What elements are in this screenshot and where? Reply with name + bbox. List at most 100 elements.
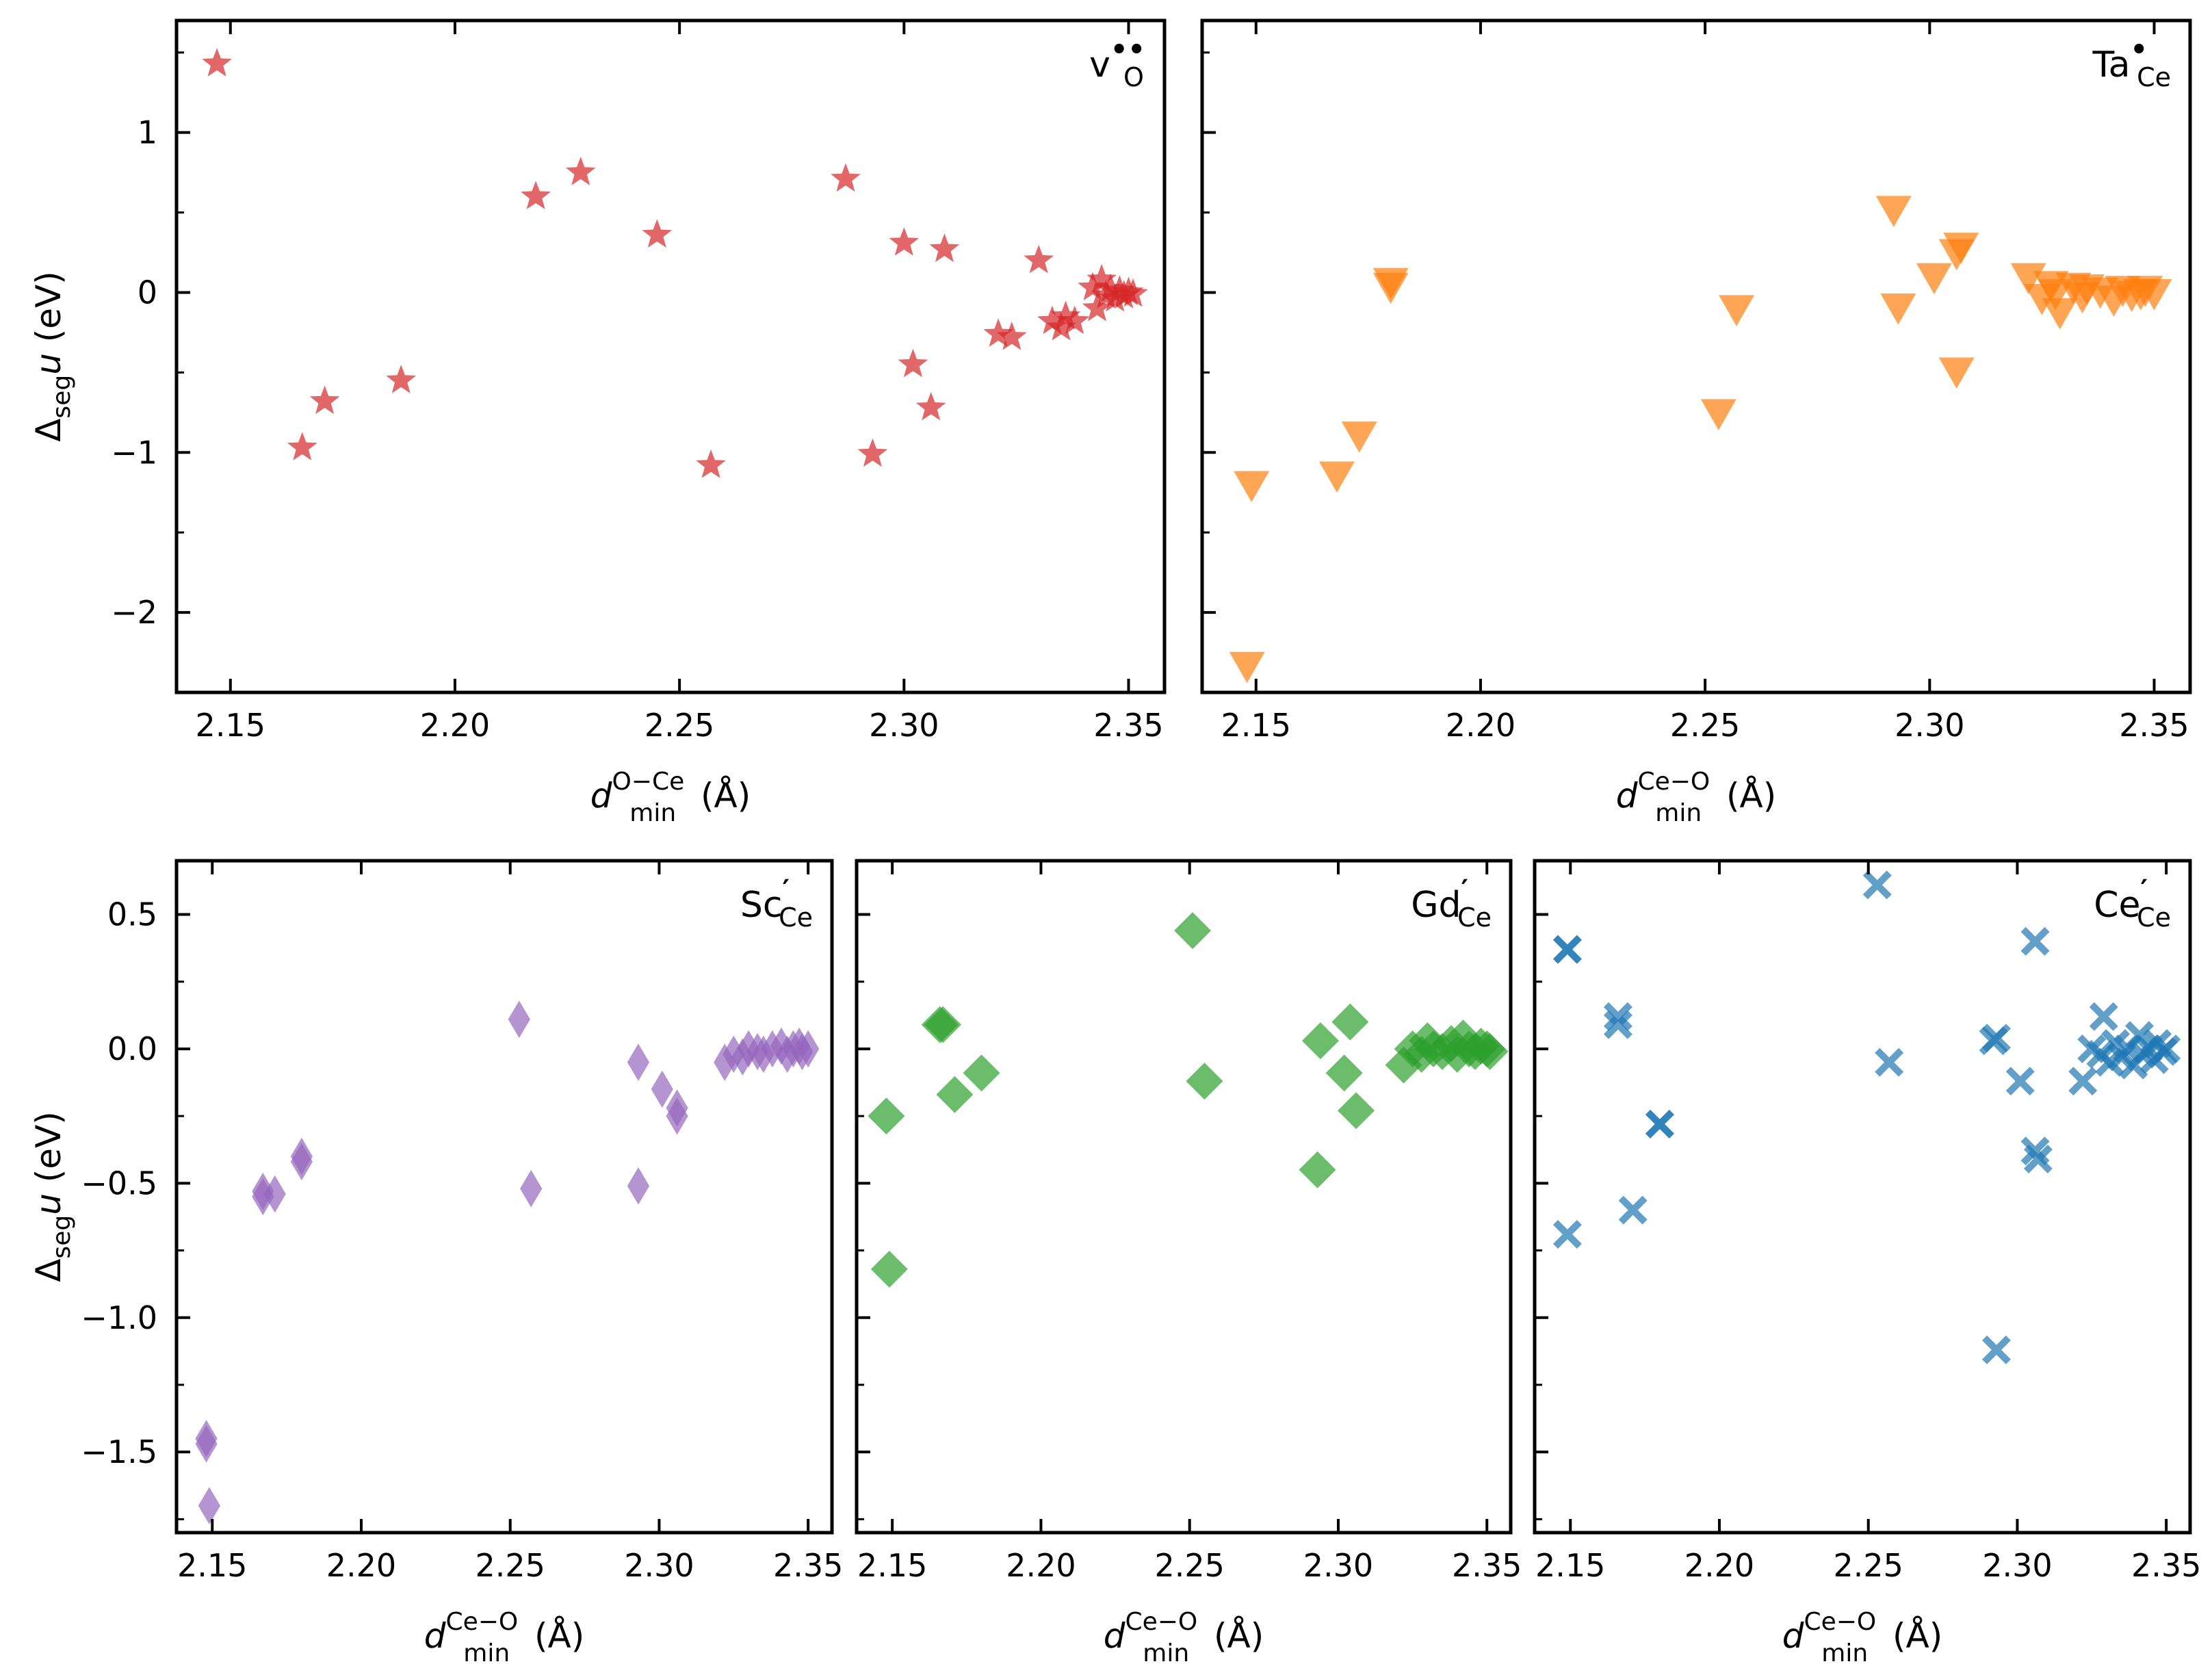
data-point xyxy=(565,157,596,185)
x-label-unit: (Å) xyxy=(1715,776,1776,816)
x-tick-label: 2.20 xyxy=(420,707,490,744)
data-point xyxy=(1603,1002,1632,1031)
y-axis: −2 −1 0 1 xyxy=(111,51,190,694)
y-axis-label: Δsegu (eV) xyxy=(29,271,76,442)
panel-tag: Gd′ Ce xyxy=(1411,874,1492,933)
x-axis: 2.15 2.20 2.25 2.30 2.35 xyxy=(1535,861,2201,1584)
panel-tag-base: Sc xyxy=(740,885,783,926)
data-point xyxy=(1862,870,1892,900)
data-point xyxy=(752,1035,775,1074)
data-point xyxy=(290,1143,313,1181)
data-point xyxy=(1301,1022,1339,1060)
data-points xyxy=(202,48,1148,478)
data-point xyxy=(997,321,1027,350)
y-label-pre: Δ xyxy=(29,419,68,442)
x-label-sup: O−Ce xyxy=(612,768,684,796)
x-tick-label: 2.15 xyxy=(857,1547,927,1584)
y-tick-label: 0.0 xyxy=(107,1030,157,1067)
data-point xyxy=(1880,294,1916,325)
data-point xyxy=(2042,298,2078,330)
x-tick-label: 2.15 xyxy=(196,707,265,744)
data-point xyxy=(797,1030,820,1068)
data-point xyxy=(915,391,946,421)
data-point xyxy=(520,1169,543,1208)
data-point xyxy=(2005,1067,2035,1096)
data-point xyxy=(1645,1109,1674,1139)
y-axis xyxy=(1535,913,1548,1520)
x-tick-label: 2.30 xyxy=(1303,1547,1373,1584)
x-axis-label: dCe−O min (Å) xyxy=(424,1608,585,1667)
x-label-unit: (Å) xyxy=(1882,1616,1942,1656)
data-point xyxy=(1982,1024,2011,1053)
data-point xyxy=(714,1043,736,1081)
data-point xyxy=(1700,399,1736,430)
panel-tag-sub: O xyxy=(1123,62,1144,92)
data-point xyxy=(1059,305,1090,335)
y-tick-label: −0.5 xyxy=(81,1165,157,1201)
x-label-var: d xyxy=(590,776,612,816)
data-point xyxy=(1118,278,1148,307)
data-point xyxy=(2068,1067,2098,1096)
data-point xyxy=(1186,1063,1223,1100)
x-label-sup: Ce−O xyxy=(1804,1608,1876,1636)
x-label-sup: Ce−O xyxy=(445,1608,518,1636)
data-point xyxy=(1603,1010,1632,1039)
data-point xyxy=(386,365,417,393)
y-axis xyxy=(857,913,870,1520)
plot-frame xyxy=(1200,18,2192,694)
x-axis: 2.15 2.20 2.25 2.30 2.35 xyxy=(1221,21,2189,744)
x-tick-label: 2.15 xyxy=(1535,1547,1605,1584)
x-tick-label: 2.25 xyxy=(1670,707,1740,744)
panel-tag-sup: ′ xyxy=(783,874,790,906)
x-label-var: d xyxy=(1104,1616,1125,1656)
data-point xyxy=(1552,935,1582,964)
data-point xyxy=(889,227,920,256)
data-point xyxy=(2023,1145,2053,1173)
data-point xyxy=(1050,300,1081,330)
panel-tag-sup: ′ xyxy=(1461,874,1469,906)
x-tick-label: 2.35 xyxy=(2119,707,2189,744)
y-tick-label: −1 xyxy=(111,434,157,471)
panel-tag-sup: ′ xyxy=(2141,874,2148,906)
data-point xyxy=(924,1006,962,1043)
x-tick-label: 2.30 xyxy=(1895,707,1964,744)
panel-tag: Ta• Ce xyxy=(2092,34,2171,92)
x-tick-label: 2.35 xyxy=(1452,1547,1522,1584)
data-point xyxy=(929,233,960,262)
plot-frame xyxy=(174,18,1167,694)
y-tick-label: 1 xyxy=(138,114,157,151)
x-label-sup: Ce−O xyxy=(1125,1608,1197,1636)
data-point xyxy=(1471,1032,1509,1070)
data-point xyxy=(936,1076,974,1113)
data-point xyxy=(1046,311,1076,341)
data-point xyxy=(1341,421,1377,453)
panel-bottom-left: 2.15 2.20 2.25 2.30 2.35−1.5−1.0−0.50.00.5dC… xyxy=(29,859,843,1667)
x-axis-label: dCe−O min (Å) xyxy=(1616,768,1777,827)
panel-bottom-middle: 2.15 2.20 2.25 2.30 2.35 dCe−O min (Å) Gd′ Ce xyxy=(855,859,1522,1667)
panel-tag-base: Ce xyxy=(2094,885,2140,926)
x-tick-label: 2.25 xyxy=(475,1547,545,1584)
x-label-sub: min xyxy=(1143,1639,1189,1667)
data-point xyxy=(1082,292,1112,322)
x-label-sup: Ce−O xyxy=(1637,768,1710,796)
y-tick-label: −2 xyxy=(111,594,157,631)
x-axis-label: dCe−O min (Å) xyxy=(1104,1608,1264,1667)
data-point xyxy=(287,432,317,460)
data-point xyxy=(1982,1335,2011,1364)
data-points xyxy=(1552,870,2181,1364)
data-point xyxy=(642,219,673,248)
data-points xyxy=(195,1000,820,1525)
x-tick-label: 2.20 xyxy=(1684,1547,1754,1584)
data-point xyxy=(857,438,888,467)
data-point xyxy=(263,1175,286,1213)
data-point xyxy=(1037,305,1067,335)
plot-frame xyxy=(855,859,1513,1535)
x-tick-label: 2.30 xyxy=(1982,1547,2052,1584)
y-tick-label: 0 xyxy=(138,274,157,311)
data-point xyxy=(521,181,551,209)
panel-tag-sub: Ce xyxy=(2137,62,2171,92)
panel-top-left: 2.15 2.20 2.25 2.30 2.35 −2 −1 0 1 dO−Ce min (Å) Δs… xyxy=(29,18,1167,827)
panel-tag-base: Ta xyxy=(2092,44,2130,86)
